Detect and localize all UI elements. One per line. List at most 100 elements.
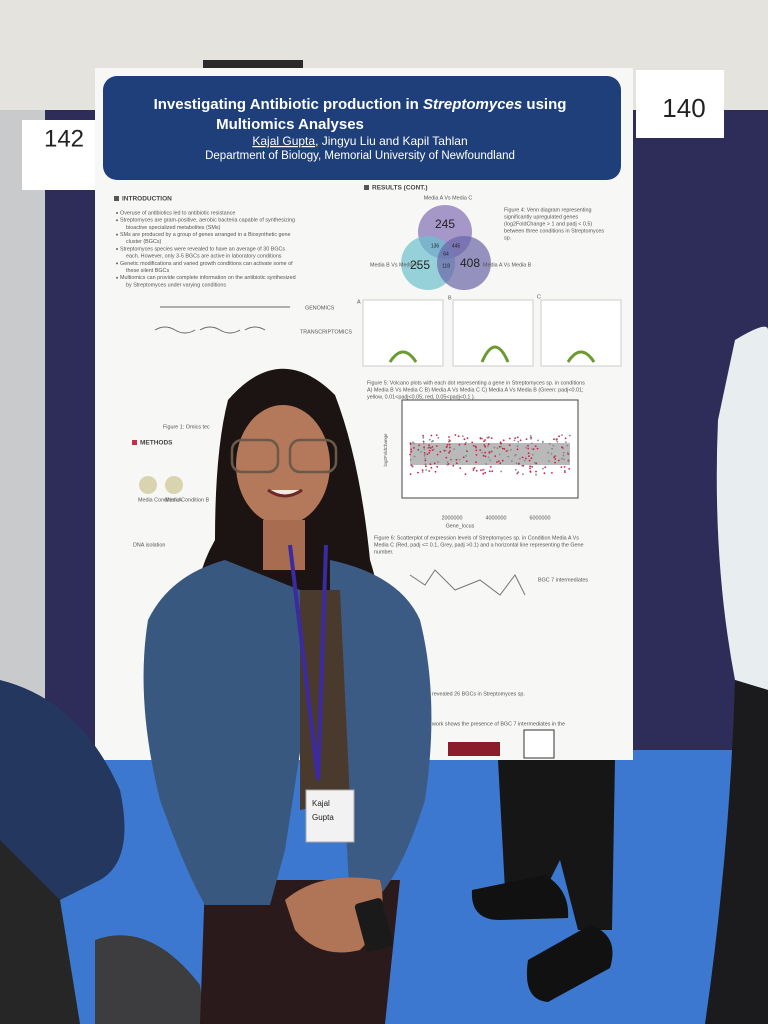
scatter-dot	[429, 447, 432, 449]
panel-label: B	[448, 295, 452, 301]
scatter-dot	[488, 451, 491, 454]
scatter-dot	[465, 460, 468, 463]
scatter-dot	[425, 465, 427, 468]
scatter-dot	[561, 434, 563, 436]
scatter-dot	[444, 449, 447, 452]
bullet-text: by Streptomyces under varying conditions	[126, 282, 226, 288]
denim-jacket	[143, 560, 305, 905]
board-number: 142	[44, 125, 84, 152]
venn-label: Media B Vs Media C	[370, 262, 419, 268]
scatter-dot	[516, 445, 519, 448]
scatter-dot	[564, 437, 567, 440]
scatter-dot	[465, 455, 467, 457]
section-heading: INTRODUCTION	[122, 196, 172, 203]
scatter-dot	[487, 456, 490, 459]
text-line: yellow, 0.01<padj<0.05; red, 0.05<padj<0…	[367, 394, 475, 400]
method-label: Media Condition B	[165, 497, 209, 503]
scatter-dot	[465, 441, 467, 444]
text-line: Figure 6: Scatterplot of expression leve…	[374, 535, 579, 541]
scatter-dot	[483, 444, 486, 446]
scatter-dot	[484, 451, 486, 454]
scatter-dot	[482, 472, 485, 475]
scatter-dot	[517, 463, 520, 465]
scatter-dot	[411, 465, 414, 468]
method-label: Media Condition A	[138, 497, 182, 503]
scatter-dot	[502, 439, 505, 442]
scatter-dot	[561, 446, 563, 448]
bullet-text: Multiomics can provide complete informat…	[120, 275, 296, 281]
bullet-text: Streptomyces are gram-positive, aerobic …	[120, 218, 295, 224]
scatter-dot	[475, 446, 477, 449]
scatter-band	[410, 443, 570, 465]
bullet-text: SMs are produced by a group of genes arr…	[120, 232, 291, 238]
scatter-dot	[508, 444, 511, 447]
scatter-dot	[516, 436, 519, 439]
scatter-dot	[487, 443, 490, 446]
scatter-dot	[563, 458, 565, 461]
sneaker	[526, 925, 613, 1002]
scatter-dot	[489, 459, 492, 462]
scatter-dot	[422, 440, 425, 443]
scatter-dot	[525, 438, 528, 440]
scatter-dot	[410, 464, 413, 467]
scatter-dot	[484, 439, 486, 441]
denim-jacket	[330, 560, 432, 905]
scatter-dot	[432, 448, 435, 451]
scatter-dot	[475, 461, 477, 464]
name-badge	[305, 789, 355, 843]
scatter-dot	[429, 463, 432, 465]
scatter-dot	[528, 455, 530, 457]
scatter-dot	[536, 447, 539, 450]
bullet-text: Overuse of antibiotics led to antibiotic…	[120, 210, 235, 216]
scatter-dot	[530, 442, 533, 445]
scatter-dot	[522, 473, 524, 476]
scatter-dot	[516, 472, 519, 475]
scatter-dot	[541, 441, 544, 443]
scatter-dot	[423, 452, 426, 454]
scatter-dot	[473, 467, 476, 469]
phone	[354, 898, 394, 952]
coauthors: , Jingyu Liu and Kapil Tahlan	[315, 134, 468, 148]
bullet-text: Streptomyces species were revealed to ha…	[120, 246, 285, 252]
tick-label: 2000000	[442, 515, 463, 521]
scatter-dot	[551, 447, 553, 450]
scatter-dot	[423, 446, 425, 449]
scatter-dot	[420, 450, 422, 453]
panel-label: C	[537, 294, 541, 300]
scatter-dot	[423, 448, 426, 450]
venn-count: 118	[442, 263, 450, 269]
scatter-dot	[497, 460, 500, 462]
text-line: revealed 26 BGCs in Streptomyces sp.	[432, 691, 525, 697]
scatter-dot	[562, 451, 565, 454]
scatter-dot	[493, 446, 496, 449]
scatter-dot	[481, 437, 483, 440]
omics-label: TRANSCRIPTOMICS	[300, 329, 352, 335]
scatter-dot	[471, 441, 474, 444]
neck	[263, 520, 305, 570]
bullet-text: bioactive specialized metabolites (SMs)	[126, 225, 221, 231]
scatter-dot	[417, 448, 420, 451]
venn-count: 445	[452, 243, 461, 249]
badge-name: Gupta	[312, 813, 334, 822]
qr-code	[523, 729, 555, 759]
scatter-dot	[542, 467, 544, 470]
venn-count: 255	[410, 258, 430, 272]
venn-label: Media A Vs Media C	[424, 195, 473, 201]
scatter-dot	[483, 440, 485, 443]
scatter-dot	[448, 451, 450, 454]
bullet	[116, 276, 118, 279]
figure-caption: Figure 1: Omics tec	[163, 424, 210, 430]
board-number-card	[636, 70, 724, 138]
scatter-dot	[464, 473, 467, 475]
scatter-dot	[532, 448, 535, 450]
text-line: A) Media B Vs Media C B) Media A Vs Medi…	[367, 387, 584, 393]
scatter-dot	[501, 459, 504, 462]
scatter-dot	[449, 450, 451, 452]
scatter-dot	[557, 459, 560, 462]
bullet-text: cluster (BGCs)	[126, 239, 162, 245]
scatter-dot	[500, 470, 503, 473]
scatter-dot	[529, 467, 531, 470]
scatter-dot	[503, 447, 506, 450]
scatter-dot	[535, 473, 537, 476]
scatter-dot	[437, 436, 440, 439]
